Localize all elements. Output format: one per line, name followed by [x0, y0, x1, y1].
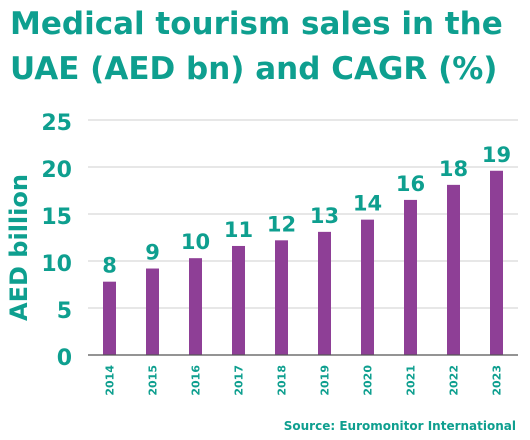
- x-tick-label-2017: 2017: [233, 365, 246, 396]
- bar-2018: [275, 240, 288, 355]
- y-axis-title: AED billion: [5, 174, 33, 321]
- data-label-2018: 12: [267, 212, 296, 236]
- y-tick-label: 25: [41, 111, 72, 136]
- data-labels: 8 9 10 11 12 13 14 16 18 19: [102, 143, 511, 278]
- bar-2017: [232, 245, 245, 355]
- bar-2019: [318, 231, 331, 355]
- x-tick-label-2016: 2016: [190, 365, 203, 396]
- bar-2023: [490, 170, 503, 355]
- data-label-2014: 8: [102, 254, 117, 278]
- data-label-2021: 16: [396, 172, 425, 196]
- x-tick-label-2015: 2015: [147, 365, 160, 396]
- x-tick-label-2020: 2020: [362, 365, 375, 396]
- x-tick-label-2021: 2021: [405, 365, 418, 396]
- grid-lines: [88, 119, 518, 309]
- y-axis-ticks: 0 5 10 15 20 25: [41, 111, 72, 371]
- x-tick-label-2018: 2018: [276, 365, 289, 396]
- chart-title: Medical tourism sales in the UAE (AED bn…: [10, 2, 525, 92]
- data-label-2020: 14: [353, 192, 382, 216]
- x-tick-label-2022: 2022: [448, 365, 461, 396]
- y-tick-label: 10: [41, 252, 72, 277]
- source-note: Source: Euromonitor International: [283, 419, 516, 433]
- bar-2015: [146, 268, 159, 355]
- y-tick-label: 5: [57, 299, 72, 324]
- bar-2022: [447, 184, 460, 355]
- data-label-2017: 11: [224, 218, 253, 242]
- bars: [103, 170, 503, 355]
- x-tick-label-2019: 2019: [319, 365, 332, 396]
- y-tick-label: 15: [41, 205, 72, 230]
- x-tick-label-2023: 2023: [491, 365, 504, 396]
- x-tick-label-2014: 2014: [104, 365, 117, 396]
- data-label-2016: 10: [181, 230, 210, 254]
- y-tick-label: 20: [41, 158, 72, 183]
- bar-2014: [103, 281, 116, 355]
- chart-title-line-1: Medical tourism sales in the: [10, 6, 503, 42]
- bar-2021: [404, 199, 417, 355]
- data-label-2015: 9: [145, 241, 160, 265]
- chart-title-line-2: UAE (AED bn) and CAGR (%): [10, 51, 498, 87]
- x-axis-ticks: 2014 2015 2016 2017 2018 2019 2020 2021 2022 2023: [104, 365, 504, 396]
- bar-2016: [189, 258, 202, 355]
- data-label-2023: 19: [482, 143, 511, 167]
- bar-2020: [361, 219, 374, 355]
- y-tick-label: 0: [57, 346, 72, 371]
- data-label-2022: 18: [439, 157, 468, 181]
- data-label-2019: 13: [310, 204, 339, 228]
